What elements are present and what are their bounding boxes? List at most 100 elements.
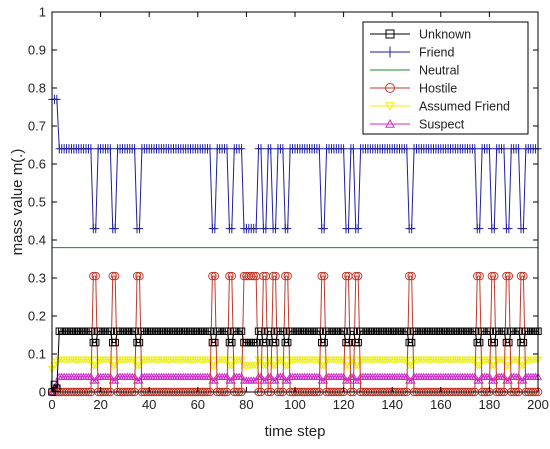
plus-marker — [349, 144, 358, 154]
triangle-down-marker — [50, 362, 59, 370]
square-marker — [223, 327, 231, 335]
square-marker — [50, 380, 59, 389]
triangle-down-marker — [402, 356, 411, 364]
triangle-up-marker — [283, 376, 292, 384]
square-marker — [206, 327, 214, 335]
circle-marker — [319, 271, 329, 281]
plus-marker — [514, 144, 523, 154]
square-marker — [344, 338, 353, 347]
triangle-down-marker — [130, 356, 139, 364]
circle-marker — [268, 271, 278, 281]
y-tick-label: 0.4 — [28, 233, 46, 248]
series-unknown — [48, 327, 542, 396]
circle-marker — [208, 271, 217, 281]
triangle-down-marker — [256, 356, 266, 364]
circle-marker — [91, 271, 100, 281]
plus-marker — [53, 94, 61, 105]
square-marker — [485, 327, 494, 335]
plus-marker — [211, 223, 219, 234]
circle-marker — [249, 271, 258, 281]
y-axis-label: mass value m(.) — [9, 149, 26, 256]
triangle-up-marker — [91, 376, 100, 384]
circle-marker — [353, 271, 363, 281]
square-marker — [111, 338, 119, 347]
square-marker — [262, 338, 270, 347]
circle-marker — [89, 271, 98, 281]
plus-marker — [279, 144, 287, 154]
circle-marker — [110, 271, 120, 281]
square-marker — [228, 338, 236, 347]
plus-marker — [284, 223, 292, 234]
x-tick-label: 0 — [48, 397, 55, 412]
circle-marker — [135, 271, 144, 281]
triangle-up-marker — [385, 118, 395, 128]
triangle-down-marker — [106, 356, 115, 364]
plus-marker — [130, 144, 139, 154]
square-marker — [106, 327, 115, 335]
plus-marker — [500, 144, 508, 154]
triangle-down-marker — [278, 356, 287, 364]
legend-label: Friend — [419, 46, 454, 60]
legend-item: Assumed Friend — [370, 100, 510, 114]
circle-marker — [227, 271, 237, 281]
x-tick-label: 60 — [191, 397, 205, 412]
plus-marker — [475, 223, 484, 234]
circle-marker — [247, 271, 256, 281]
square-marker — [279, 327, 287, 335]
square-marker — [505, 338, 513, 347]
x-tick-label: 180 — [479, 397, 501, 412]
circle-marker — [502, 271, 511, 281]
triangle-up-marker — [519, 376, 528, 384]
plus-marker — [106, 144, 115, 154]
circle-marker — [385, 83, 395, 93]
square-marker — [267, 327, 275, 335]
square-marker — [354, 338, 362, 347]
circle-marker — [108, 271, 117, 281]
triangle-up-marker — [252, 376, 261, 384]
triangle-down-marker — [485, 356, 494, 364]
plus-marker — [257, 144, 265, 154]
square-marker — [385, 29, 395, 39]
plus-marker — [87, 144, 95, 154]
circle-marker — [259, 271, 268, 281]
legend: Unknown Friend Neutral Hostile Assumed Frien… — [362, 21, 529, 135]
legend-item: Unknown — [370, 28, 471, 42]
y-axis-ticks: 0 0.1 0.2 0.3 0.4 0.5 0.6 0.7 0.8 0.9 1 — [28, 5, 538, 400]
triangle-down-marker — [470, 356, 479, 364]
plus-marker — [490, 223, 498, 234]
triangle-down-marker — [205, 356, 214, 364]
circle-marker — [283, 271, 292, 281]
triangle-up-marker — [504, 376, 513, 384]
triangle-up-marker — [320, 376, 329, 384]
circle-marker — [281, 271, 290, 281]
square-marker — [257, 327, 265, 335]
y-tick-label: 0.6 — [28, 157, 46, 172]
legend-label: Unknown — [419, 28, 471, 42]
square-marker — [514, 327, 523, 335]
square-marker — [500, 327, 508, 335]
circle-marker — [519, 271, 528, 281]
circle-marker — [405, 271, 414, 281]
square-marker — [284, 338, 292, 347]
circle-marker — [475, 271, 484, 281]
y-tick-label: 0 — [39, 385, 46, 400]
triangle-up-marker — [475, 376, 484, 384]
triangle-up-marker — [261, 376, 270, 384]
circle-marker — [407, 271, 416, 281]
plot-marks — [47, 94, 543, 397]
plus-marker — [505, 223, 513, 234]
legend-item: Friend — [370, 46, 454, 60]
circle-marker — [473, 271, 482, 281]
legend-label: Neutral — [419, 64, 459, 78]
triangle-up-marker — [354, 376, 363, 384]
plus-marker — [471, 144, 479, 154]
plus-marker — [385, 46, 395, 58]
square-marker — [271, 338, 280, 347]
plus-marker — [237, 144, 246, 154]
square-marker — [237, 327, 246, 335]
circle-marker — [317, 271, 326, 281]
plus-marker — [262, 223, 270, 234]
series-line — [51, 359, 538, 370]
square-marker — [490, 338, 498, 347]
